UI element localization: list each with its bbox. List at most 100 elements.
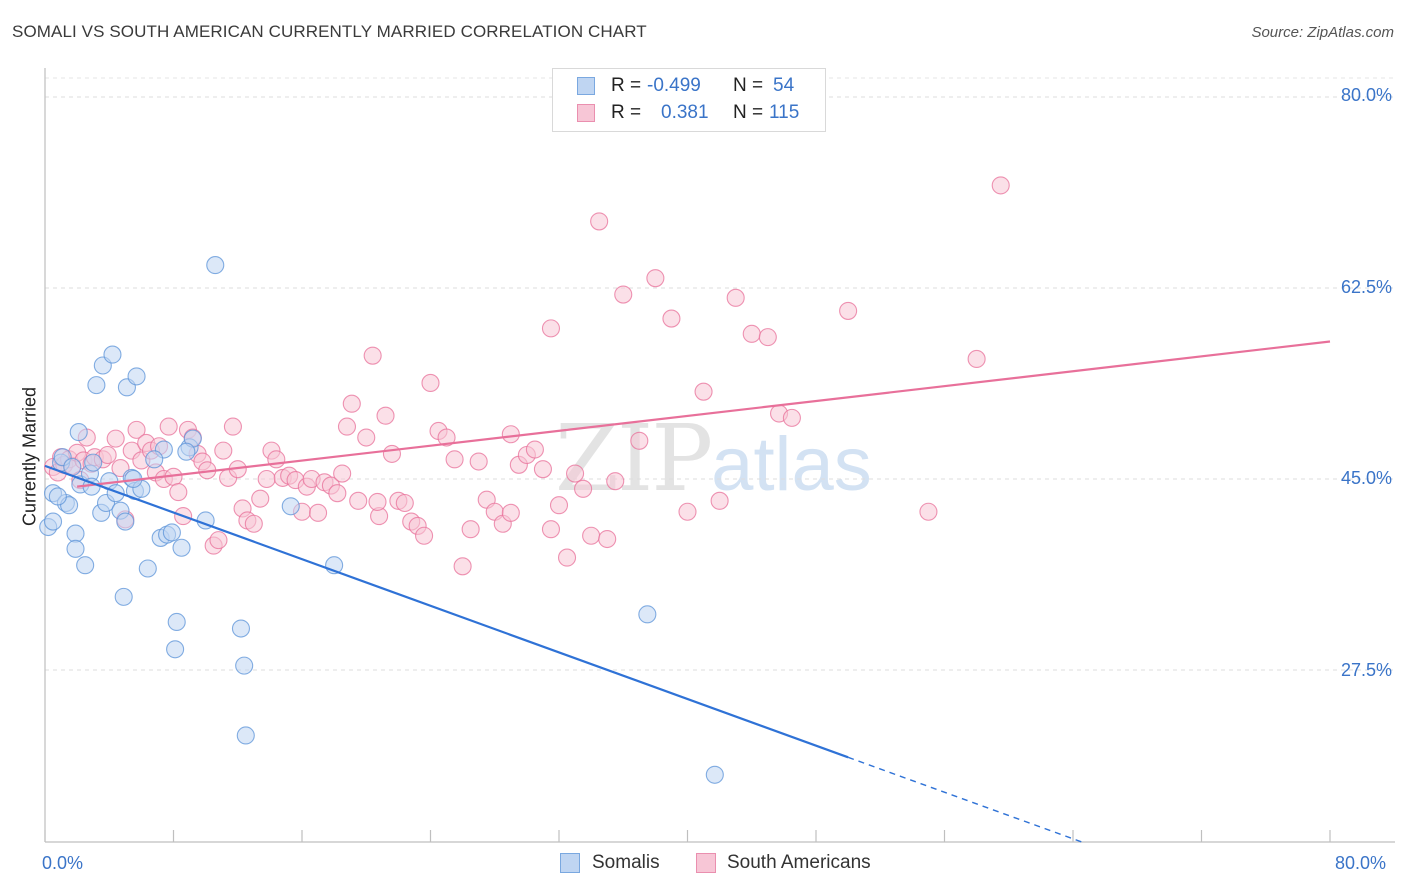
data-point — [461, 520, 480, 539]
legend-r-label: R = — [611, 75, 642, 96]
data-point — [103, 345, 122, 364]
data-point — [678, 502, 697, 521]
data-point — [501, 425, 520, 444]
data-point — [582, 526, 601, 545]
trend-line-south-americans — [76, 340, 1331, 488]
data-point — [726, 288, 745, 307]
data-point — [114, 587, 133, 606]
data-point — [257, 469, 276, 489]
data-point — [214, 441, 233, 460]
bottom-legend-label-south-americans: South Americans — [727, 852, 871, 873]
data-point — [106, 429, 125, 448]
data-point — [630, 431, 649, 450]
y-axis-label: Currently Married — [19, 386, 40, 527]
chart-title: SOMALI VS SOUTH AMERICAN CURRENTLY MARRI… — [12, 22, 647, 41]
data-point — [76, 556, 95, 575]
data-point — [606, 472, 625, 491]
data-point — [162, 523, 181, 542]
legend-n-label: N = — [733, 75, 764, 96]
data-point — [694, 382, 713, 401]
data-point — [169, 483, 188, 502]
data-point — [84, 453, 103, 472]
trend-line-somalis-extension — [847, 756, 1083, 843]
data-point — [533, 460, 552, 479]
data-point — [235, 656, 254, 675]
data-point — [43, 512, 63, 531]
data-point — [638, 605, 657, 624]
data-point — [742, 324, 761, 343]
data-point — [566, 464, 585, 483]
stats-legend: R = -0.499 N = 54 R = 0.381 N = 115 — [552, 68, 826, 132]
data-point — [967, 349, 986, 368]
data-point — [541, 520, 561, 539]
data-point — [525, 440, 544, 459]
data-point — [590, 212, 609, 231]
data-point — [662, 309, 681, 328]
data-point — [167, 612, 186, 632]
data-point — [48, 487, 67, 506]
data-point — [453, 557, 472, 576]
data-point — [758, 328, 777, 347]
data-point — [710, 491, 729, 510]
x-tick-label-min: 0.0% — [42, 853, 84, 873]
bottom-legend-swatch-somalis — [560, 853, 580, 873]
data-point — [231, 619, 251, 638]
data-point — [166, 640, 185, 659]
data-point — [357, 428, 376, 447]
legend-swatch-south-americans — [577, 104, 595, 122]
data-point — [469, 452, 488, 471]
y-tick-label: 80.0% — [1340, 85, 1392, 105]
y-tick-label: 45.0% — [1340, 468, 1392, 488]
data-point — [127, 420, 146, 439]
data-point — [376, 406, 395, 425]
legend-n-value: 115 — [769, 102, 800, 123]
data-point — [145, 450, 164, 469]
legend-n-label: N = — [733, 102, 764, 123]
data-point — [127, 367, 146, 386]
data-point — [66, 524, 85, 543]
data-point — [991, 176, 1010, 195]
data-point — [209, 531, 228, 550]
data-point — [437, 428, 456, 447]
data-point — [66, 539, 85, 558]
data-point — [363, 346, 382, 365]
data-point — [549, 496, 569, 515]
data-point — [541, 319, 561, 338]
watermark-atlas: atlas — [711, 422, 872, 507]
data-point — [281, 497, 300, 516]
data-point — [598, 529, 617, 549]
y-tick-label: 62.5% — [1340, 277, 1392, 297]
legend-r-value: -0.499 — [647, 75, 701, 96]
data-point — [309, 503, 328, 522]
data-point — [557, 548, 577, 567]
data-point — [349, 491, 368, 510]
legend-r-value: 0.381 — [661, 102, 709, 123]
data-point — [87, 376, 106, 395]
source-note: Source: ZipAtlas.com — [1251, 24, 1394, 41]
data-point — [782, 408, 801, 427]
legend-swatch-somalis — [577, 77, 595, 95]
data-point — [445, 450, 464, 469]
data-point — [382, 444, 402, 463]
data-point — [919, 502, 938, 521]
x-tick-label-max: 80.0% — [1335, 853, 1387, 873]
data-point — [574, 479, 593, 498]
data-point — [172, 538, 191, 557]
trend-line-somalis — [44, 464, 849, 759]
data-point — [415, 526, 434, 545]
data-point — [177, 442, 196, 461]
data-point — [244, 514, 263, 533]
data-point — [159, 417, 178, 436]
data-point — [98, 445, 117, 465]
data-point — [705, 765, 724, 784]
bottom-legend-label-somalis: Somalis — [592, 852, 660, 873]
data-point — [421, 373, 440, 393]
legend-r-label: R = — [611, 102, 642, 123]
data-point — [206, 256, 225, 275]
data-point — [395, 493, 414, 513]
data-point — [614, 285, 633, 304]
data-point — [251, 489, 270, 508]
data-point — [116, 512, 135, 531]
data-point — [839, 301, 858, 320]
